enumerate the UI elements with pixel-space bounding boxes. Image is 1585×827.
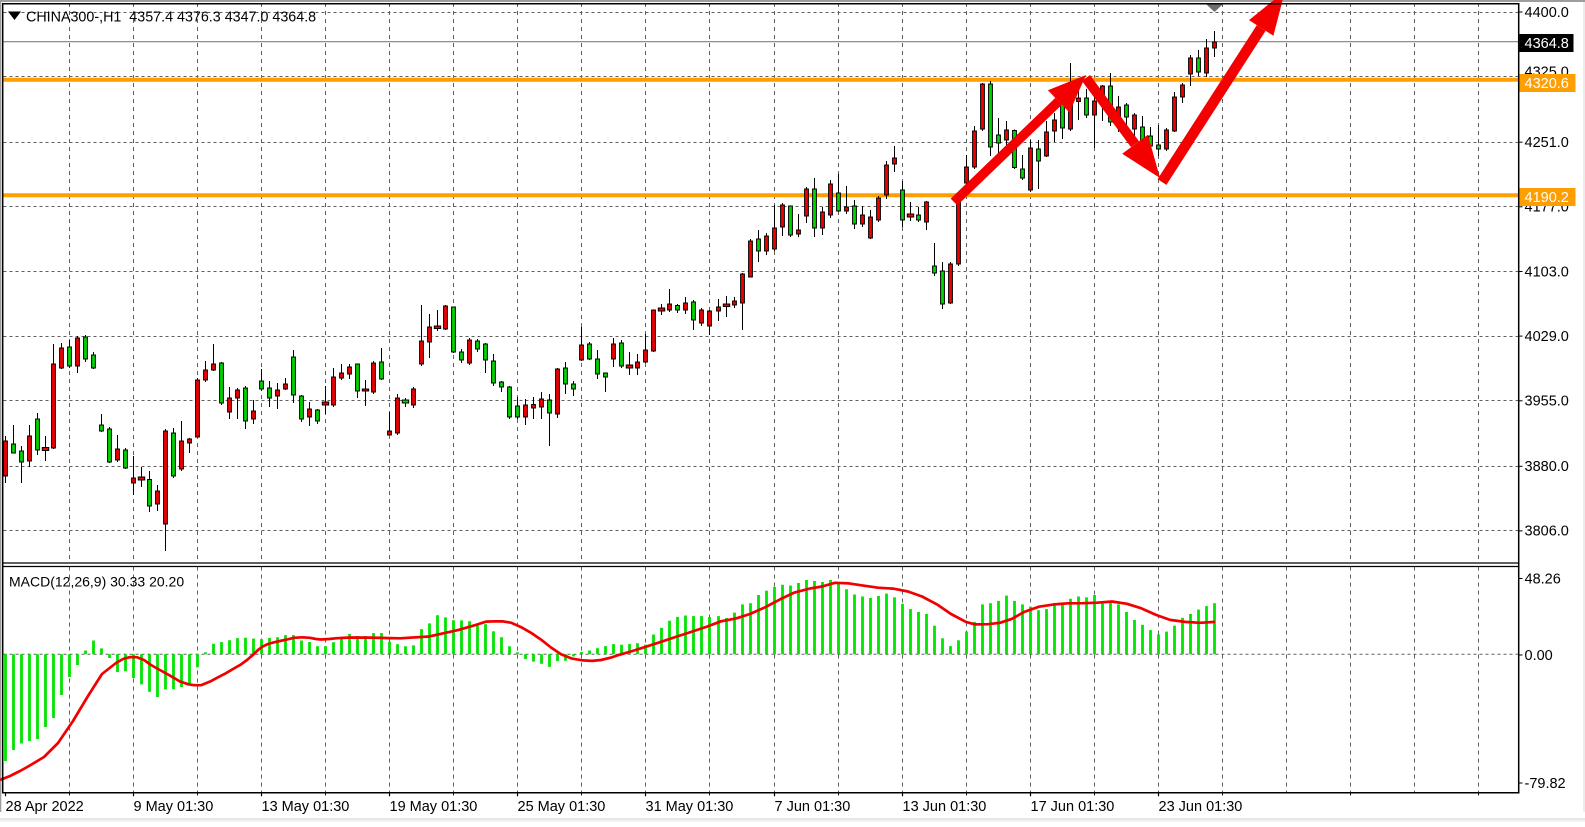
svg-text:-79.82: -79.82 xyxy=(1525,776,1566,792)
svg-text:4190.2: 4190.2 xyxy=(1525,190,1569,206)
svg-text:9 May 01:30: 9 May 01:30 xyxy=(134,799,214,815)
svg-text:3955.0: 3955.0 xyxy=(1525,394,1569,410)
svg-text:3880.0: 3880.0 xyxy=(1525,459,1569,475)
svg-text:4251.0: 4251.0 xyxy=(1525,135,1569,151)
svg-text:48.26: 48.26 xyxy=(1525,571,1561,587)
svg-text:7 Jun 01:30: 7 Jun 01:30 xyxy=(775,799,851,815)
svg-text:CHINA300-,H1 4357.4 4376.3 43: CHINA300-,H1 4357.4 4376.3 4347.0 4364.8 xyxy=(26,10,316,26)
svg-text:3806.0: 3806.0 xyxy=(1525,524,1569,540)
svg-text:19 May 01:30: 19 May 01:30 xyxy=(390,799,478,815)
svg-text:4400.0: 4400.0 xyxy=(1525,5,1569,21)
svg-text:17 Jun 01:30: 17 Jun 01:30 xyxy=(1031,799,1115,815)
svg-text:4029.0: 4029.0 xyxy=(1525,329,1569,345)
svg-text:4103.0: 4103.0 xyxy=(1525,264,1569,280)
svg-text:4320.6: 4320.6 xyxy=(1525,76,1569,92)
svg-text:0.00: 0.00 xyxy=(1525,648,1553,664)
svg-text:25 May 01:30: 25 May 01:30 xyxy=(518,799,606,815)
svg-text:13 May 01:30: 13 May 01:30 xyxy=(262,799,350,815)
svg-text:13 Jun 01:30: 13 Jun 01:30 xyxy=(903,799,987,815)
svg-text:23 Jun 01:30: 23 Jun 01:30 xyxy=(1159,799,1243,815)
svg-text:28 Apr 2022: 28 Apr 2022 xyxy=(6,799,84,815)
svg-text:MACD(12,26,9) 30.33 20.20: MACD(12,26,9) 30.33 20.20 xyxy=(9,574,184,590)
svg-text:4364.8: 4364.8 xyxy=(1525,36,1569,52)
svg-text:31 May 01:30: 31 May 01:30 xyxy=(646,799,734,815)
